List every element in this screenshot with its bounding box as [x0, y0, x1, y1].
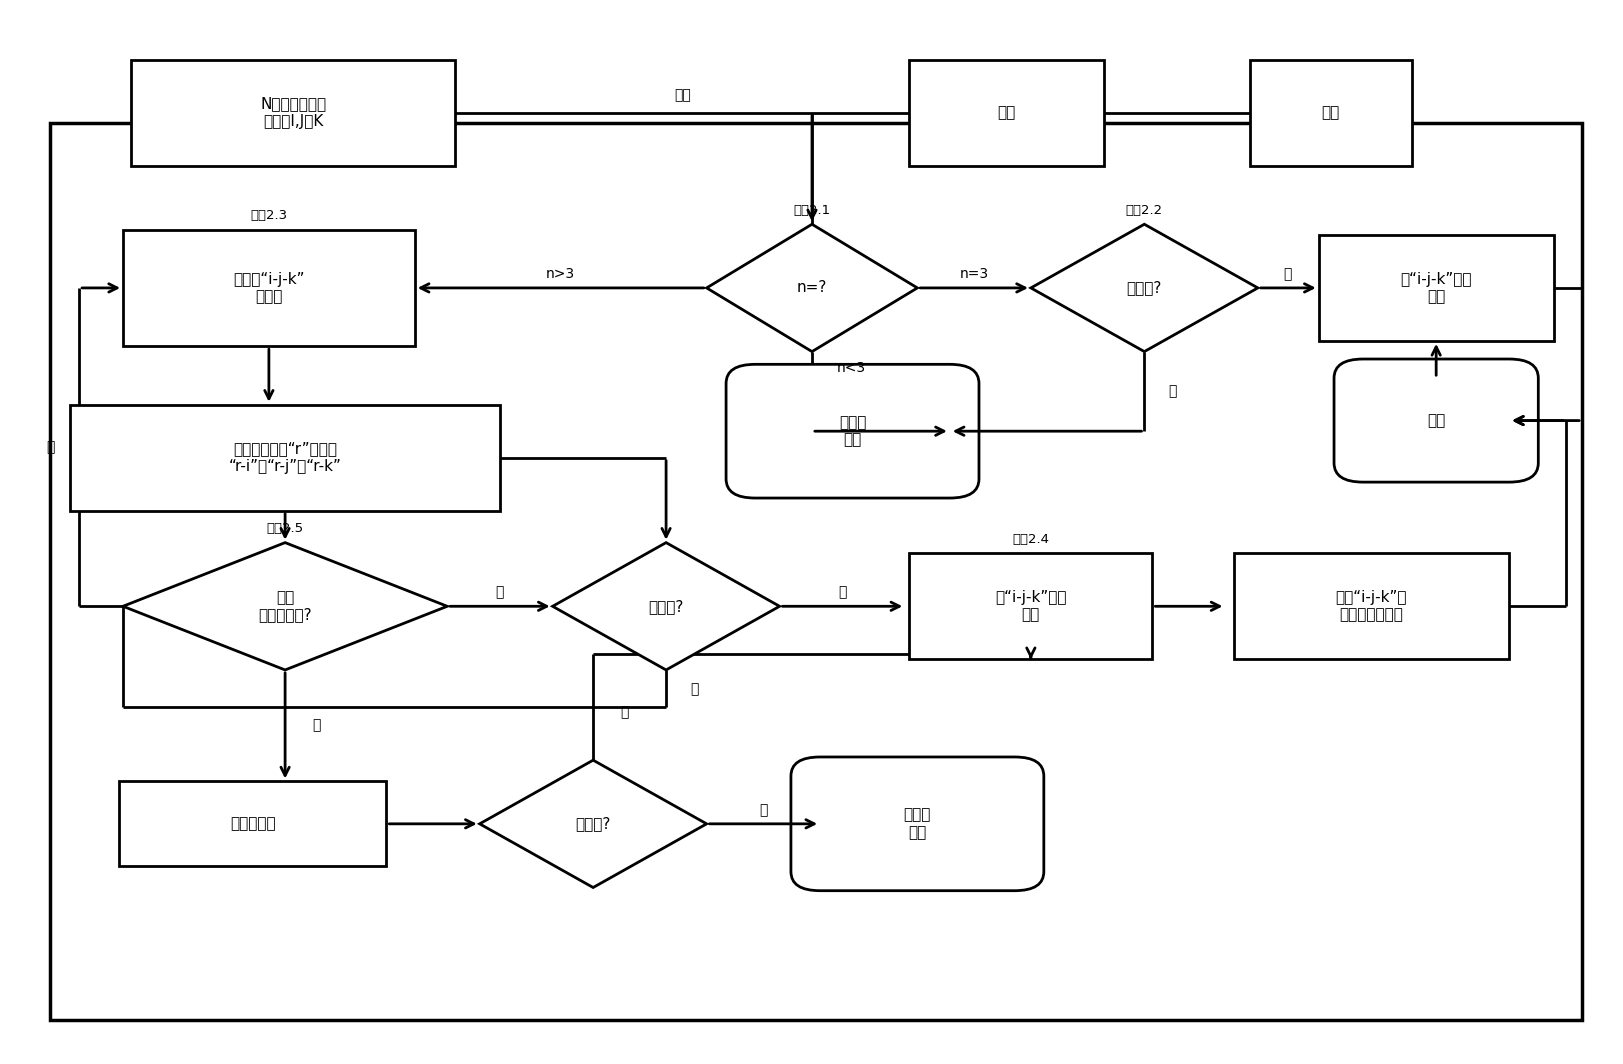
- Polygon shape: [552, 543, 779, 670]
- Text: 唯一解?: 唯一解?: [648, 599, 683, 614]
- Text: 步骤2.3: 步骤2.3: [250, 210, 287, 222]
- Text: 步骤2.1: 步骤2.1: [794, 204, 829, 217]
- FancyBboxPatch shape: [70, 404, 500, 511]
- FancyBboxPatch shape: [790, 757, 1044, 891]
- Text: 最后
一个三角形?: 最后 一个三角形?: [258, 591, 312, 622]
- Text: 是: 是: [1282, 267, 1290, 281]
- Text: N个观测星及整
型向量I,J和K: N个观测星及整 型向量I,J和K: [260, 97, 326, 129]
- Polygon shape: [706, 225, 917, 351]
- Text: 含去镜像解: 含去镜像解: [230, 816, 276, 831]
- Text: 否: 否: [495, 585, 503, 599]
- Text: n=3: n=3: [959, 267, 988, 281]
- Text: 步骤2.4: 步骤2.4: [1011, 533, 1048, 546]
- Text: 否: 否: [1169, 384, 1177, 398]
- Text: 唯一解?: 唯一解?: [575, 816, 610, 831]
- Text: 星图: 星图: [997, 105, 1014, 120]
- Text: 否: 否: [47, 440, 55, 454]
- Text: n=?: n=?: [797, 281, 826, 296]
- FancyBboxPatch shape: [1233, 553, 1508, 660]
- Text: 星匹配
失败: 星匹配 失败: [902, 808, 930, 841]
- Text: 返回: 返回: [1427, 413, 1444, 428]
- FancyBboxPatch shape: [118, 781, 386, 866]
- Text: 利用“i-j-k”星
原理匹配剩余星: 利用“i-j-k”星 原理匹配剩余星: [1334, 591, 1406, 622]
- Text: 介成: 介成: [1321, 105, 1339, 120]
- Text: 输入: 输入: [674, 87, 690, 102]
- Text: 步骤2.5: 步骤2.5: [266, 522, 304, 535]
- Text: 星匹配
失败: 星匹配 失败: [839, 415, 865, 447]
- FancyBboxPatch shape: [1332, 359, 1537, 482]
- Text: 否: 否: [758, 803, 768, 817]
- Polygon shape: [479, 760, 706, 887]
- Text: 取另一参考星“r”并检查
“r-i”、“r-j”、“r-k”: 取另一参考星“r”并检查 “r-i”、“r-j”、“r-k”: [229, 442, 341, 473]
- Text: 唯一解?: 唯一解?: [1126, 281, 1162, 296]
- FancyBboxPatch shape: [123, 230, 414, 346]
- Text: 否: 否: [690, 682, 698, 696]
- FancyBboxPatch shape: [909, 553, 1152, 660]
- FancyBboxPatch shape: [725, 364, 979, 498]
- Text: n<3: n<3: [836, 361, 865, 375]
- Text: 是: 是: [620, 705, 628, 719]
- Text: n>3: n>3: [545, 267, 575, 281]
- FancyBboxPatch shape: [1318, 235, 1553, 340]
- FancyBboxPatch shape: [909, 60, 1104, 166]
- Text: 星“i-j-k”匹配
成功: 星“i-j-k”匹配 成功: [995, 591, 1066, 622]
- Text: 步骤2.2: 步骤2.2: [1125, 204, 1162, 217]
- Text: 是: 是: [837, 585, 847, 599]
- Polygon shape: [123, 543, 446, 670]
- Text: 星“i-j-k”匹配
成功: 星“i-j-k”匹配 成功: [1399, 271, 1470, 304]
- Polygon shape: [1031, 225, 1258, 351]
- Text: 是: 是: [313, 718, 321, 732]
- FancyBboxPatch shape: [1250, 60, 1410, 166]
- FancyBboxPatch shape: [131, 60, 454, 166]
- FancyBboxPatch shape: [50, 123, 1581, 1020]
- Text: 取另一“i-j-k”
三角形: 取另一“i-j-k” 三角形: [234, 271, 305, 304]
